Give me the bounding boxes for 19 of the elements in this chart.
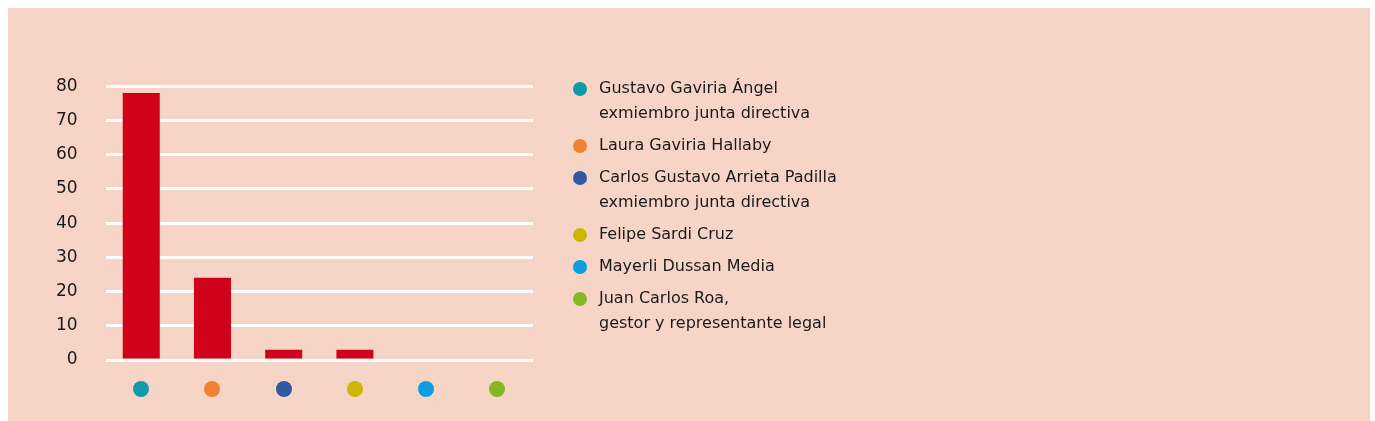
bar — [193, 277, 231, 359]
text: Carlos Gustavo Arrieta Padilla exmiembro junta directiva — [599, 166, 837, 213]
text: Gustavo Gaviria Ángel exmiembro junta directiva — [599, 77, 811, 124]
text: Laura Gaviria Hallaby — [599, 134, 772, 156]
bar — [336, 349, 374, 359]
text: Felipe Sardi Cruz — [599, 223, 734, 245]
bar — [265, 349, 303, 359]
text: Juan Carlos Roa, gestor y representante legal — [599, 287, 827, 334]
text: Mayerli Dussan Media — [599, 255, 775, 277]
y-tick-label: 60 — [55, 143, 78, 164]
y-tick-label: 50 — [55, 177, 78, 198]
y-tick-label: 80 — [55, 74, 78, 95]
y-tick-label: 40 — [55, 211, 78, 232]
y-tick-label: 20 — [55, 279, 78, 300]
y-tick-label: 30 — [55, 245, 78, 266]
y-tick-label: 0 — [66, 348, 78, 369]
bar — [122, 93, 160, 359]
y-tick-label: 70 — [55, 108, 78, 129]
y-tick-label: 10 — [55, 314, 78, 335]
